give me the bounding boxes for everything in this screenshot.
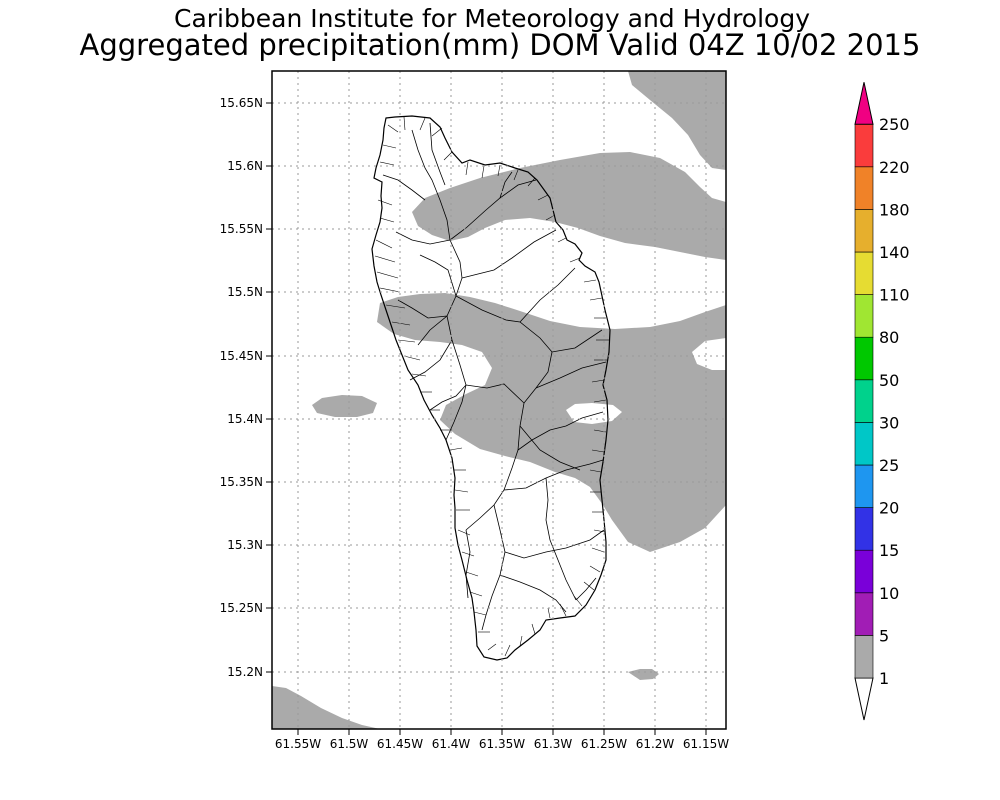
coastal-watersheds — [374, 116, 609, 657]
colorbar-segment — [854, 379, 874, 423]
y-tick-label: 15.55N — [220, 222, 263, 236]
colorbar-label: 5 — [879, 626, 889, 645]
precip-blob-north-band — [412, 152, 726, 260]
colorbar-label: 30 — [879, 413, 899, 432]
map-plot-area — [272, 71, 726, 729]
precip-blob-central-band — [377, 293, 726, 552]
x-tick-label: 61.35W — [479, 737, 525, 751]
precip-blob-southwest — [272, 686, 380, 729]
x-tick-label: 61.15W — [683, 737, 729, 751]
colorbar-segment — [854, 336, 874, 381]
colorbar-label: 140 — [879, 243, 910, 262]
colorbar-label: 80 — [879, 328, 899, 347]
colorbar-segment — [854, 123, 874, 168]
x-tick-label: 61.4W — [432, 737, 471, 751]
y-tick-label: 15.6N — [227, 159, 263, 173]
x-tick-label: 61.3W — [534, 737, 573, 751]
y-tick-label: 15.45N — [220, 349, 263, 363]
colorbar-label: 20 — [879, 499, 899, 518]
colorbar-segment — [854, 251, 874, 295]
y-tick-label: 15.5N — [227, 285, 263, 299]
x-tick-label: 61.5W — [330, 737, 369, 751]
colorbar-high-arrow — [854, 82, 874, 125]
y-tick-label: 15.3N — [227, 538, 263, 552]
colorbar-segment — [854, 422, 874, 466]
colorbar-label: 25 — [879, 456, 899, 475]
colorbar-label: 15 — [879, 541, 899, 560]
colorbar-label: 180 — [879, 200, 910, 219]
x-tick-label: 61.25W — [581, 737, 627, 751]
colorbar-segment — [854, 507, 874, 551]
colorbar-label: 1 — [879, 669, 889, 688]
precip-blob-west-small — [312, 395, 377, 417]
graticule — [272, 71, 726, 729]
precip-blob-northeast — [628, 71, 726, 170]
colorbar-label: 110 — [879, 286, 910, 305]
colorbar-label: 10 — [879, 584, 899, 603]
colorbar-segment — [854, 294, 874, 338]
axis-ticks — [266, 102, 707, 735]
colorbar-segment — [854, 209, 874, 253]
x-tick-label: 61.2W — [636, 737, 675, 751]
institute-title: Caribbean Institute for Meteorology and … — [174, 4, 810, 33]
colorbar-segment — [854, 166, 874, 210]
y-tick-label: 15.35N — [220, 475, 263, 489]
colorbar-label: 220 — [879, 158, 910, 177]
colorbar-low-arrow — [854, 677, 874, 721]
y-axis-labels: 15.65N 15.6N 15.55N 15.5N 15.45N 15.4N 1… — [220, 96, 263, 679]
map-frame — [271, 70, 727, 730]
x-tick-label: 61.55W — [275, 737, 321, 751]
map-title: Aggregated precipitation(mm) DOM Valid 0… — [80, 28, 921, 62]
y-tick-label: 15.65N — [220, 96, 263, 110]
colorbar-segment — [854, 464, 874, 508]
colorbar-segment — [854, 549, 874, 594]
colorbar-segment — [854, 592, 874, 636]
y-tick-label: 15.25N — [220, 601, 263, 615]
y-tick-label: 15.2N — [227, 665, 263, 679]
x-axis-labels: 61.55W 61.5W 61.45W 61.4W 61.35W 61.3W 6… — [275, 737, 729, 751]
colorbar-label: 250 — [879, 115, 910, 134]
colorbar-label: 50 — [879, 371, 899, 390]
y-tick-label: 15.4N — [227, 412, 263, 426]
colorbar-segment — [854, 635, 874, 679]
x-tick-label: 61.45W — [377, 737, 423, 751]
river-network — [382, 122, 607, 631]
